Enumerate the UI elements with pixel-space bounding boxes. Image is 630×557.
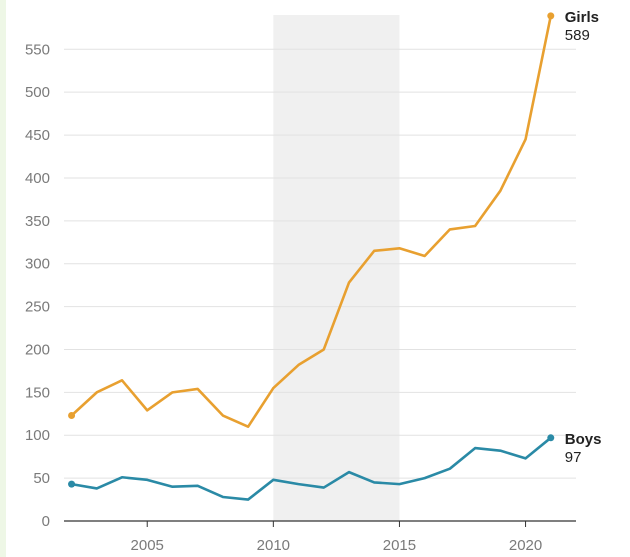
series-line-girls: [70, 14, 553, 428]
y-tick-label: 450: [25, 127, 50, 144]
y-tick-label: 250: [25, 299, 50, 316]
series-line-boys: [70, 436, 553, 501]
series-start-point-girls: [68, 412, 76, 420]
y-tick-label: 100: [25, 427, 50, 444]
series-end-value-boys: 97: [565, 449, 582, 466]
y-tick-label: 500: [25, 84, 50, 101]
series-end-name-boys: Boys: [565, 431, 602, 448]
y-tick-label: 150: [25, 384, 50, 401]
series-end-point-girls: [547, 12, 555, 20]
y-tick-label: 200: [25, 341, 50, 358]
y-tick-label: 300: [25, 256, 50, 273]
series-start-point-boys: [68, 480, 76, 488]
series-end-value-girls: 589: [565, 27, 590, 44]
y-tick-label: 50: [33, 470, 50, 487]
gridlines: [64, 48, 576, 522]
x-tick-label: 2015: [383, 537, 416, 554]
series-lines: [68, 12, 555, 501]
x-tick-label: 2005: [131, 537, 164, 554]
shaded-period-band: [273, 15, 400, 521]
y-tick-label: 550: [25, 41, 50, 58]
x-tick-label: 2020: [509, 537, 542, 554]
shaded-period: [273, 15, 400, 521]
series-end-point-boys: [547, 434, 555, 442]
y-axis: 0 50 100 150 200 250 300 350 400 450 500 550: [25, 41, 50, 530]
y-tick-label: 350: [25, 213, 50, 230]
y-tick-label: 0: [42, 513, 50, 530]
series-end-name-girls: Girls: [565, 9, 599, 26]
y-tick-label: 400: [25, 170, 50, 187]
x-tick-label: 2010: [257, 537, 290, 554]
x-axis: 2005 2010 2015 2020: [131, 521, 542, 554]
chart-area: 0 50 100 150 200 250 300 350 400 450 500 550 2005 20…: [6, 0, 630, 557]
